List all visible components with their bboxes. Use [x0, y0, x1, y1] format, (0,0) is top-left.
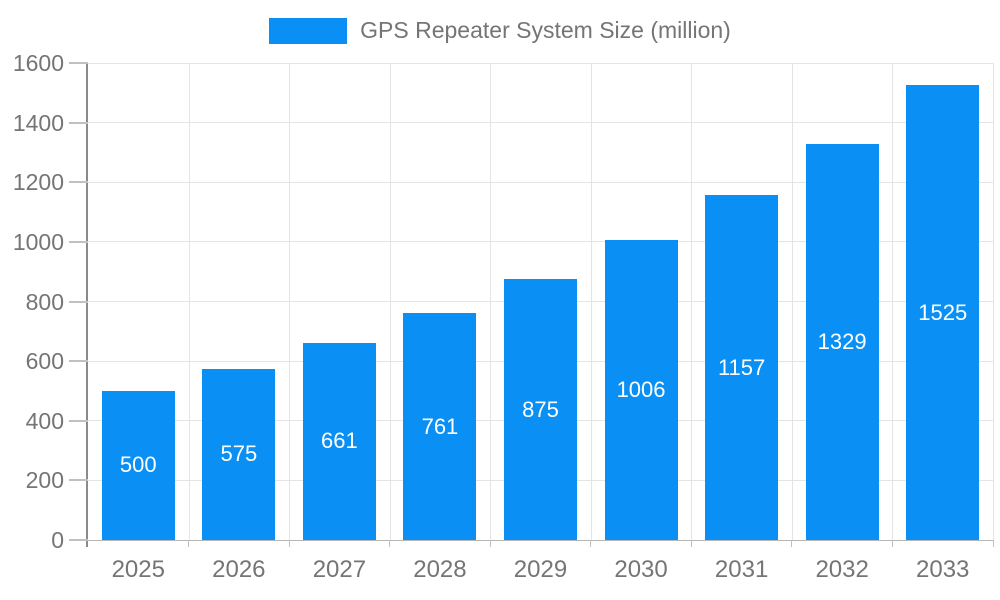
- x-axis-tick-6: [690, 540, 692, 547]
- x-axis-label-2026: 2026: [212, 556, 266, 583]
- x-axis-label-2028: 2028: [413, 556, 467, 583]
- bar-2027[interactable]: 661: [302, 342, 376, 540]
- y-axis-tick-0: [69, 539, 88, 541]
- y-axis-label-1600: 1600: [12, 50, 64, 76]
- gridline-x-2: [288, 63, 290, 540]
- y-axis-label-1400: 1400: [12, 109, 64, 136]
- x-axis-tick-4: [489, 540, 491, 547]
- x-axis-label-2033: 2033: [916, 556, 970, 583]
- gridline-y-1200: [88, 181, 993, 183]
- bar-2026[interactable]: 575: [202, 368, 276, 540]
- y-axis-label-600: 600: [25, 348, 64, 375]
- y-axis-tick-1200: [69, 181, 88, 184]
- y-axis-label-0: 0: [51, 527, 64, 553]
- x-axis-tick-8: [891, 540, 893, 547]
- bar-value-label-2029: 875: [522, 396, 559, 422]
- bar-2028[interactable]: 761: [403, 313, 477, 540]
- y-axis-label-200: 200: [25, 467, 64, 494]
- gridline-x-1: [188, 63, 190, 540]
- bar-value-label-2032: 1329: [817, 328, 867, 354]
- legend-swatch: [269, 17, 348, 44]
- bar-value-label-2031: 1157: [717, 354, 766, 380]
- bar-2030[interactable]: 1006: [604, 240, 678, 540]
- bar-2031[interactable]: 1157: [705, 195, 779, 540]
- bar-2029[interactable]: 875: [504, 279, 577, 540]
- x-axis-tick-7: [791, 540, 793, 547]
- gridline-x-8: [891, 63, 893, 540]
- bar-2032[interactable]: 1329: [805, 143, 879, 540]
- bar-value-label-2030: 1006: [616, 377, 666, 403]
- y-axis-line: [86, 63, 88, 547]
- y-axis-tick-400: [69, 419, 88, 422]
- gridline-x-6: [690, 63, 692, 540]
- bar-2025[interactable]: 500: [101, 390, 175, 540]
- x-axis-tick-2: [288, 540, 290, 547]
- x-axis-label-2027: 2027: [312, 556, 367, 583]
- gridline-y-1000: [88, 241, 993, 243]
- bar-value-label-2025: 500: [119, 452, 157, 478]
- x-axis-label-2029: 2029: [513, 556, 568, 583]
- x-axis-label-2030: 2030: [614, 556, 668, 583]
- legend: GPS Repeater System Size (million): [0, 17, 1000, 44]
- y-axis-label-1000: 1000: [12, 228, 64, 255]
- gridline-x-4: [489, 63, 491, 540]
- gridline-x-3: [389, 63, 391, 540]
- y-axis-tick-1600: [69, 62, 88, 64]
- y-axis-tick-1000: [69, 240, 88, 243]
- bar-value-label-2026: 575: [220, 441, 258, 467]
- bar-value-label-2033: 1525: [918, 299, 968, 325]
- x-axis-label-2025: 2025: [111, 556, 165, 583]
- legend-label: GPS Repeater System Size (million): [360, 17, 731, 43]
- x-axis-tick-5: [590, 540, 592, 547]
- bar-value-label-2028: 761: [421, 413, 459, 439]
- gridline-x-7: [791, 63, 793, 540]
- bar-value-label-2027: 661: [321, 428, 358, 454]
- gridline-y-1400: [88, 122, 993, 124]
- gridline-x-9: [992, 63, 994, 540]
- gridline-y-1600: [88, 62, 993, 64]
- y-axis-tick-200: [69, 479, 88, 482]
- x-axis-tick-9: [992, 540, 994, 547]
- y-axis-label-1200: 1200: [12, 169, 64, 196]
- y-axis-tick-600: [69, 360, 88, 363]
- y-axis-label-400: 400: [25, 407, 64, 434]
- x-axis-tick-3: [389, 540, 391, 547]
- plot-area: 500 575 661 761 875 1006 1157 1329 1525: [88, 62, 994, 541]
- gridline-x-5: [590, 63, 592, 540]
- y-axis-tick-800: [69, 300, 88, 303]
- x-axis-label-2031: 2031: [714, 556, 769, 583]
- y-axis-tick-1400: [69, 121, 88, 124]
- x-axis-label-2032: 2032: [815, 556, 869, 583]
- y-axis-label-800: 800: [25, 288, 64, 315]
- x-axis-tick-1: [188, 540, 190, 547]
- bar-2033[interactable]: 1525: [906, 85, 980, 540]
